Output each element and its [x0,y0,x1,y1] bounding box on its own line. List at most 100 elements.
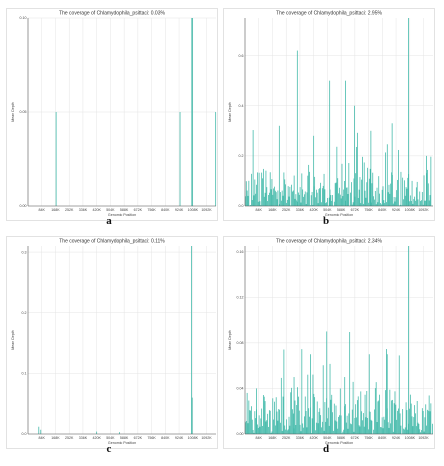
coverage-bar [247,423,249,434]
coverage-bar [294,198,296,206]
coverage-bar [192,18,193,206]
coverage-bar [427,410,429,434]
x-tick-label: 1008K [405,208,416,212]
coverage-bar [368,178,370,206]
coverage-bar [318,411,320,434]
coverage-bar [321,202,322,206]
x-tick-label: 336K [79,436,88,440]
coverage-bar [378,176,380,206]
x-tick-label: 252K [65,436,74,440]
coverage-bar [331,200,333,206]
coverage-bar [258,172,260,206]
coverage-bar [326,202,327,206]
coverage-bar [268,195,269,206]
coverage-bar [398,408,399,434]
coverage-bar [351,204,353,206]
coverage-bar [245,181,247,206]
coverage-bar [319,187,321,206]
coverage-bar [399,204,401,206]
panel-letter: d [323,443,329,455]
coverage-bar [428,395,430,434]
coverage-bar [357,197,359,206]
x-tick-label: 924K [175,208,184,212]
coverage-bar [265,170,267,206]
coverage-bar [277,420,279,434]
coverage-bar [389,193,391,206]
coverage-bar [305,203,307,206]
coverage-bar [300,202,302,206]
coverage-bar [251,419,253,434]
coverage-bar [246,190,248,206]
coverage-bar [354,105,355,206]
coverage-bar [426,425,427,434]
coverage-bar [333,201,335,206]
y-tick-label: 0.00 [20,204,27,208]
coverage-bar [287,186,289,206]
coverage-bar [331,394,333,434]
coverage-bar [265,421,267,434]
coverage-bar [345,404,346,434]
coverage-bar [280,200,282,206]
coverage-bar [393,403,395,434]
coverage-bar [424,200,426,206]
coverage-bar [384,203,386,206]
coverage-bar [362,156,363,206]
coverage-bar [328,425,330,434]
coverage-bar [379,394,380,434]
x-tick-label: 588K [337,436,346,440]
coverage-bar [268,192,270,206]
coverage-bar [262,168,264,206]
coverage-bar [342,431,344,434]
coverage-bar [415,413,416,434]
coverage-bar [339,194,341,206]
coverage-bar [417,422,419,434]
coverage-bars [245,18,433,206]
coverage-bar [412,203,414,206]
chart-title: The coverage of Chlamydophila_psittaci: … [59,11,165,17]
coverage-bar [317,203,319,206]
x-axis-label: Genomic Position [325,213,353,217]
coverage-bar [373,196,374,206]
coverage-bar [270,433,272,434]
coverage-bar [250,205,251,206]
coverage-bar [320,415,322,434]
coverage-bar [315,422,317,434]
coverage-bar [327,418,328,434]
coverage-bar [392,399,393,434]
coverage-bar [280,422,281,434]
coverage-bar [328,197,330,206]
coverage-bar [361,411,363,434]
coverage-bar [388,427,390,434]
coverage-bar [376,421,378,434]
coverage-bar [313,135,315,206]
x-tick-label: 168K [51,208,60,212]
x-tick-label: 1092K [418,208,429,212]
coverage-chart-d: The coverage of Chlamydophila_psittaci: … [223,236,435,455]
coverage-bar [401,205,403,206]
coverage-bar [382,186,384,206]
x-tick-label: 840K [378,436,387,440]
coverage-bar [365,197,367,206]
coverage-bar [430,403,432,434]
coverage-bar [369,411,371,434]
coverage-bar [296,200,298,206]
coverage-bar [319,408,321,434]
y-tick-label: 0.00 [237,432,244,436]
coverage-bar [409,201,410,206]
coverage-bar [286,419,287,434]
coverage-bar [285,429,286,434]
x-tick-label: 420K [92,436,101,440]
x-tick-label: 252K [282,208,291,212]
coverage-bars [245,246,433,434]
coverage-bar [266,420,268,434]
x-tick-label: 420K [92,208,101,212]
coverage-bar [288,416,290,434]
coverage-bar [413,199,415,206]
coverage-bar [403,428,404,434]
coverage-bar [245,420,247,434]
coverage-bar [342,196,344,206]
coverage-bar [353,178,355,206]
coverage-bar [386,144,388,206]
coverage-bar [277,190,279,206]
coverage-bar [334,183,336,206]
